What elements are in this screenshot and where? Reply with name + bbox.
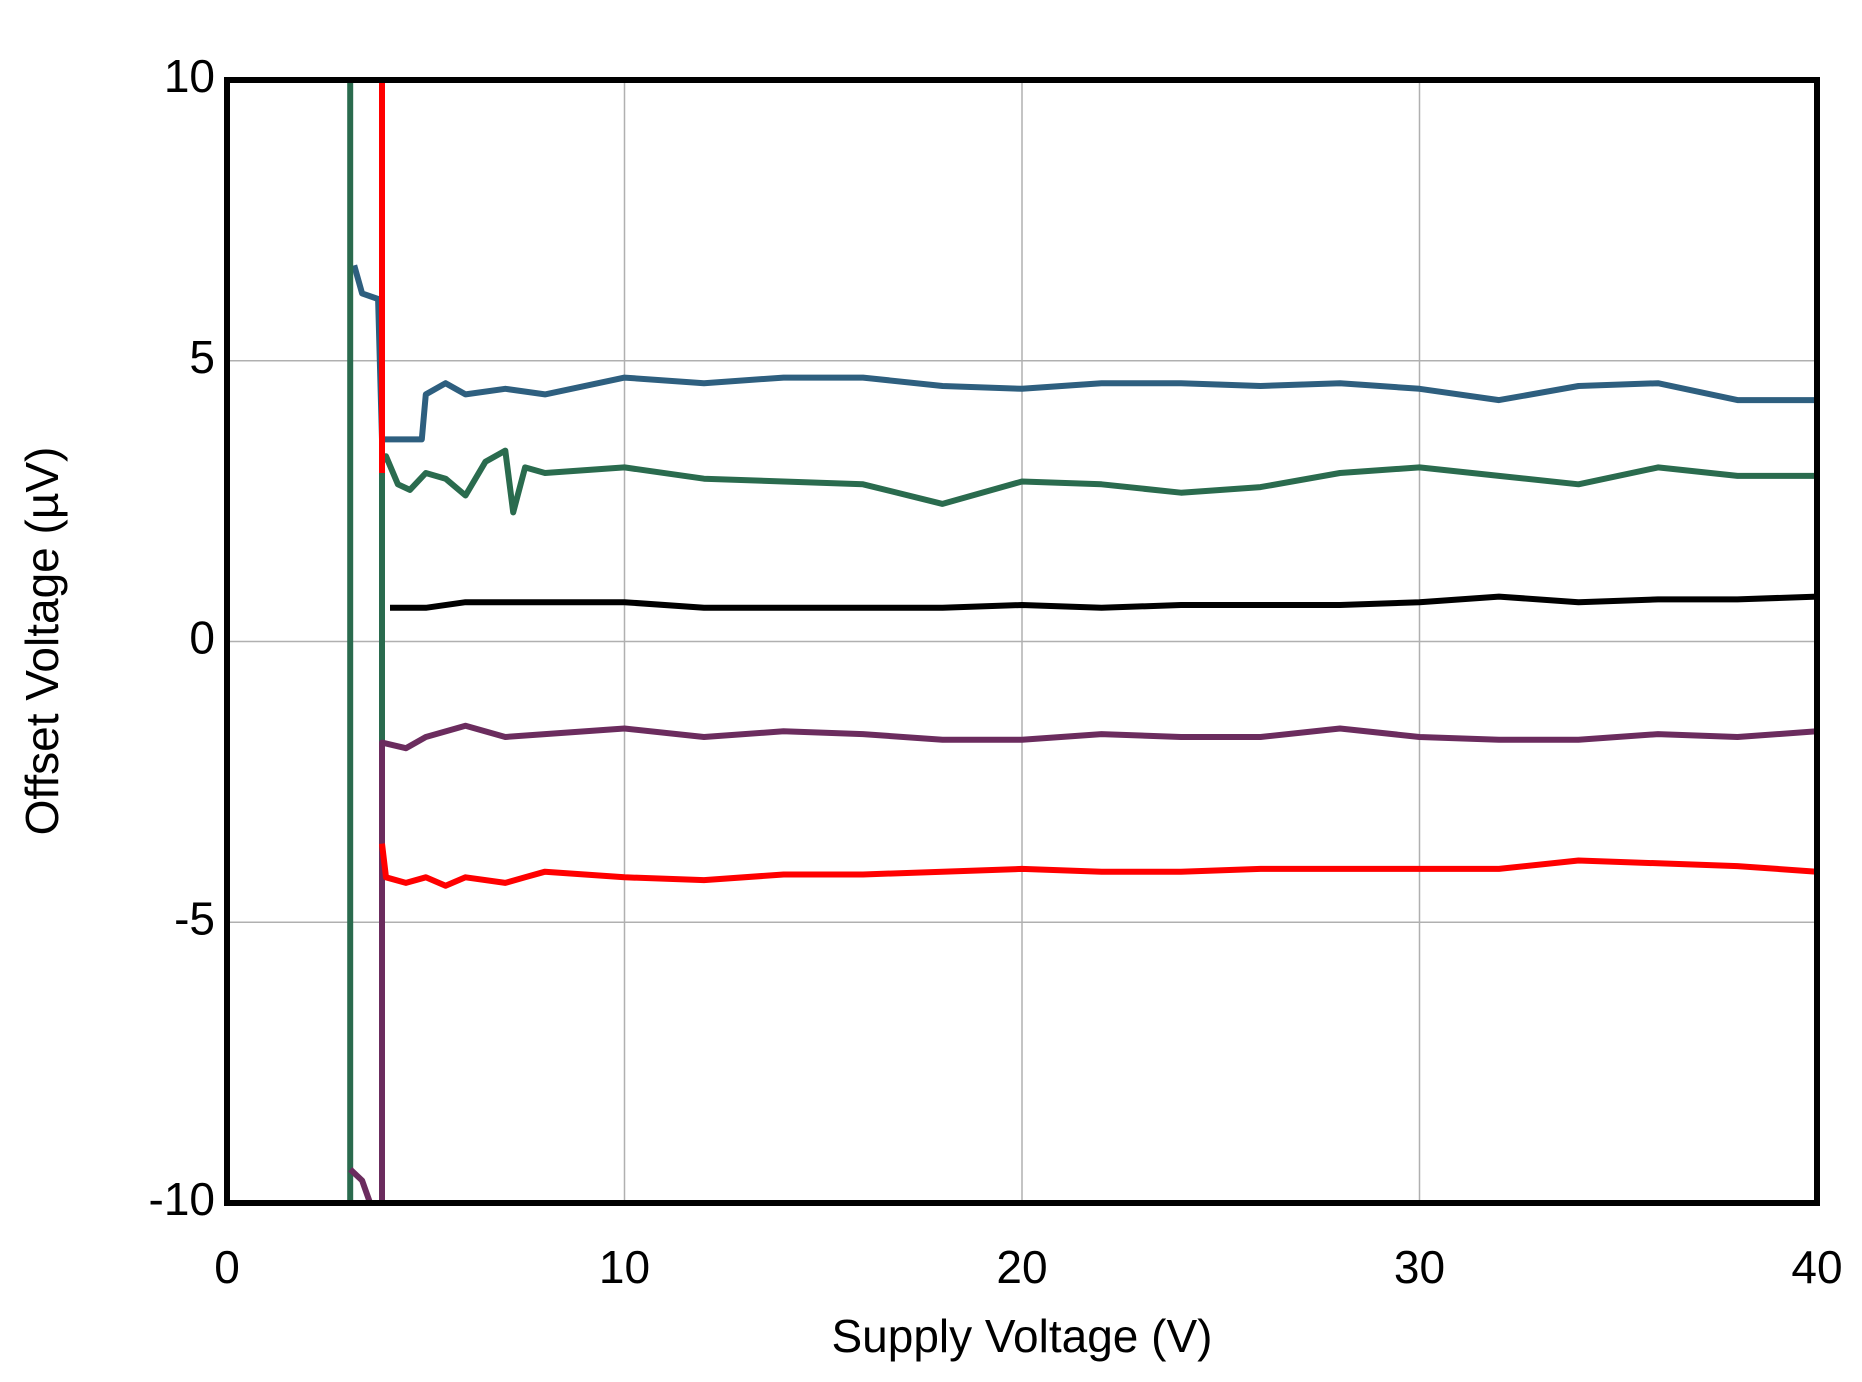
y-axis-label: Offset Voltage (µV)	[16, 447, 68, 836]
series-line	[347, 80, 1817, 1203]
x-axis-label: Supply Voltage (V)	[831, 1310, 1212, 1362]
y-tick-label: -5	[174, 892, 215, 944]
x-tick-label: 0	[214, 1241, 240, 1293]
y-tick-label: 10	[164, 50, 215, 102]
series-group	[347, 80, 1817, 1203]
x-tick-label: 20	[996, 1241, 1047, 1293]
series-line	[390, 593, 1817, 611]
y-tick-label: 0	[189, 612, 215, 664]
series-group	[348, 722, 1817, 1203]
y-tick-label: 5	[189, 331, 215, 383]
y-tick-label: -10	[149, 1173, 215, 1225]
plot-frame	[224, 77, 1820, 1206]
series-line	[379, 80, 1817, 889]
x-tick-label: 40	[1791, 1241, 1842, 1293]
series-line	[348, 722, 1817, 1203]
series-group	[390, 593, 1817, 611]
x-tick-label: 30	[1394, 1241, 1445, 1293]
series-group	[351, 264, 1817, 443]
series-group	[379, 80, 1817, 889]
x-tick-label: 10	[599, 1241, 650, 1293]
series-line	[351, 264, 1817, 443]
